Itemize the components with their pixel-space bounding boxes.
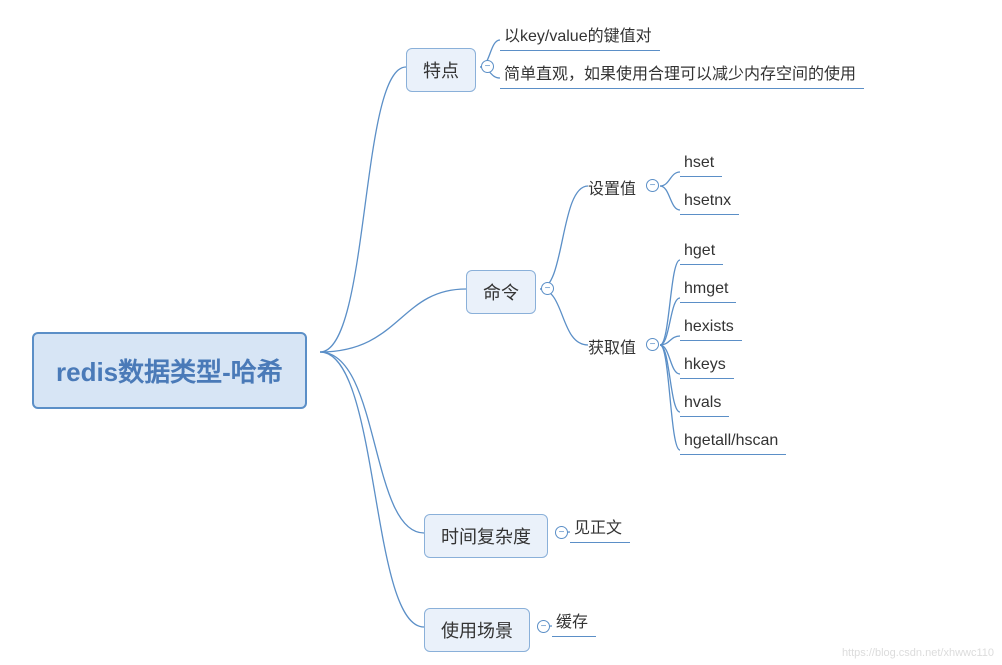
leaf-simple: 简单直观，如果使用合理可以减少内存空间的使用 bbox=[500, 56, 864, 89]
leaf-hkeys: hkeys bbox=[680, 352, 734, 379]
watermark: https://blog.csdn.net/xhwwc110 bbox=[842, 647, 994, 659]
branch-features-label: 特点 bbox=[423, 61, 459, 81]
branch-usage-label: 使用场景 bbox=[441, 621, 513, 641]
toggle-icon[interactable]: − bbox=[537, 620, 550, 633]
leaf-kv: 以key/value的键值对 bbox=[500, 18, 660, 51]
toggle-icon[interactable]: − bbox=[481, 60, 494, 73]
group-set-label: 设置值 bbox=[588, 175, 636, 199]
branch-commands[interactable]: 命令 bbox=[466, 270, 536, 314]
leaf-hvals: hvals bbox=[680, 390, 729, 417]
leaf-hget: hget bbox=[680, 238, 723, 265]
toggle-icon[interactable]: − bbox=[541, 282, 554, 295]
root-label: redis数据类型-哈希 bbox=[56, 357, 283, 387]
branch-features[interactable]: 特点 bbox=[406, 48, 476, 92]
leaf-cache: 缓存 bbox=[552, 604, 596, 637]
branch-usage[interactable]: 使用场景 bbox=[424, 608, 530, 652]
root-node[interactable]: redis数据类型-哈希 bbox=[32, 332, 307, 409]
leaf-hmget: hmget bbox=[680, 276, 736, 303]
leaf-complexity: 见正文 bbox=[570, 510, 630, 543]
toggle-icon[interactable]: − bbox=[646, 338, 659, 351]
branch-complexity-label: 时间复杂度 bbox=[441, 527, 531, 547]
leaf-hexists: hexists bbox=[680, 314, 742, 341]
leaf-hset: hset bbox=[680, 150, 722, 177]
toggle-icon[interactable]: − bbox=[646, 179, 659, 192]
group-get-label: 获取值 bbox=[588, 334, 636, 358]
leaf-hgetall: hgetall/hscan bbox=[680, 428, 786, 455]
leaf-hsetnx: hsetnx bbox=[680, 188, 739, 215]
toggle-icon[interactable]: − bbox=[555, 526, 568, 539]
branch-commands-label: 命令 bbox=[483, 283, 519, 303]
branch-complexity[interactable]: 时间复杂度 bbox=[424, 514, 548, 558]
